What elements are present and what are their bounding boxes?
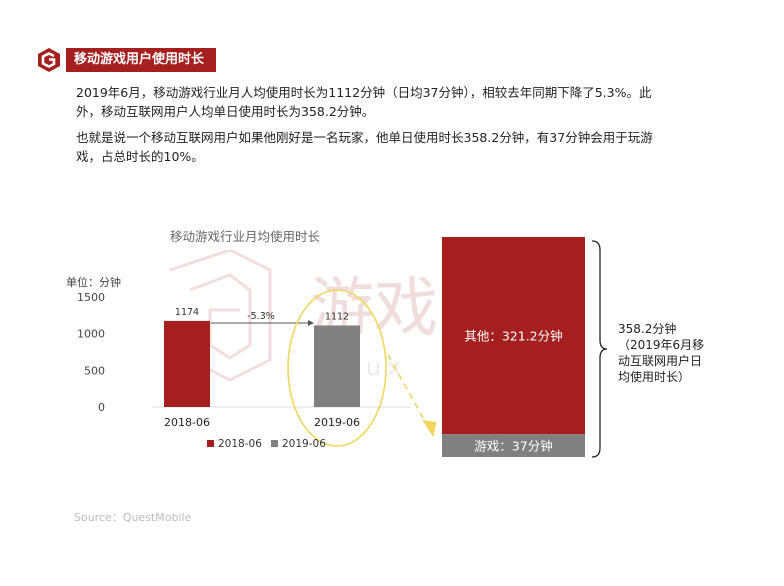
x-axis: 2018-06 2019-06 — [164, 416, 360, 429]
stacked-segment — [442, 237, 585, 435]
change-label: -5.3% — [247, 311, 275, 322]
y-tick-label: 500 — [84, 364, 105, 377]
x-tick-label: 2018-06 — [164, 416, 210, 429]
highlight-ellipse — [287, 289, 387, 447]
explanation-paragraph: 也就是说一个移动互联网用户如果他刚好是一名玩家，他单日使用时长358.2分钟，有… — [76, 128, 696, 166]
highlight-arrow-head — [422, 419, 437, 438]
total-annotation-line-2: （2019年6月移 — [618, 338, 705, 352]
intro-paragraph: 2019年6月，移动游戏行业月人均使用时长为1112分钟（日均37分钟），相较去… — [76, 83, 696, 121]
total-annotation-line-3: 动互联网用户日 — [618, 354, 703, 368]
explanation-line-2: 戏，占总时长的10%。 — [76, 149, 204, 164]
y-axis: 0 500 1000 1500 — [77, 291, 105, 414]
highlight-arrow-line — [387, 354, 431, 431]
intro-line-2: 外，移动互联网用户人均单日使用时长为358.2分钟。 — [76, 104, 375, 119]
legend-label: 2018-06 — [218, 438, 262, 450]
legend: 2018-06 2019-06 — [207, 438, 326, 450]
explanation-line-1: 也就是说一个移动互联网用户如果他刚好是一名玩家，他单日使用时长358.2分钟，有… — [76, 130, 653, 145]
legend-swatch — [207, 440, 214, 447]
total-annotation-line-1: 358.2分钟 — [618, 322, 677, 336]
change-annotation: -5.3% — [211, 311, 314, 326]
total-annotation-line-4: 均使用时长） — [618, 370, 691, 384]
stacked-segment-label: 其他：321.2分钟 — [464, 329, 562, 344]
stacked-segment-label: 游戏：37分钟 — [474, 439, 552, 454]
change-arrow-head — [308, 320, 314, 326]
x-tick-label: 2019-06 — [314, 416, 360, 429]
y-axis-unit-label: 单位：分钟 — [66, 275, 121, 289]
y-tick-label: 0 — [98, 401, 105, 414]
source-note: Source：QuestMobile — [74, 511, 192, 524]
stacked-segment — [442, 434, 585, 457]
brand-logo-icon — [38, 48, 60, 72]
intro-line-1: 2019年6月，移动游戏行业月人均使用时长为1112分钟（日均37分钟），相较去… — [76, 85, 652, 100]
total-annotation: 358.2分钟 （2019年6月移 动互联网用户日 均使用时长） — [618, 321, 726, 385]
legend-label: 2019-06 — [282, 438, 326, 450]
chart-title: 移动游戏行业月均使用时长 — [170, 229, 321, 244]
bar-2018-06 — [164, 320, 210, 407]
bar-value-label: 1112 — [325, 311, 349, 322]
section-title: 移动游戏用户使用时长 — [66, 48, 217, 72]
total-bracket — [591, 240, 608, 458]
bar-2019-06 — [314, 325, 360, 407]
bars: 1174 1112 — [164, 307, 360, 407]
y-tick-label: 1500 — [77, 291, 105, 304]
bar-value-label: 1174 — [175, 307, 199, 318]
legend-swatch — [271, 440, 278, 447]
y-tick-label: 1000 — [77, 328, 105, 341]
